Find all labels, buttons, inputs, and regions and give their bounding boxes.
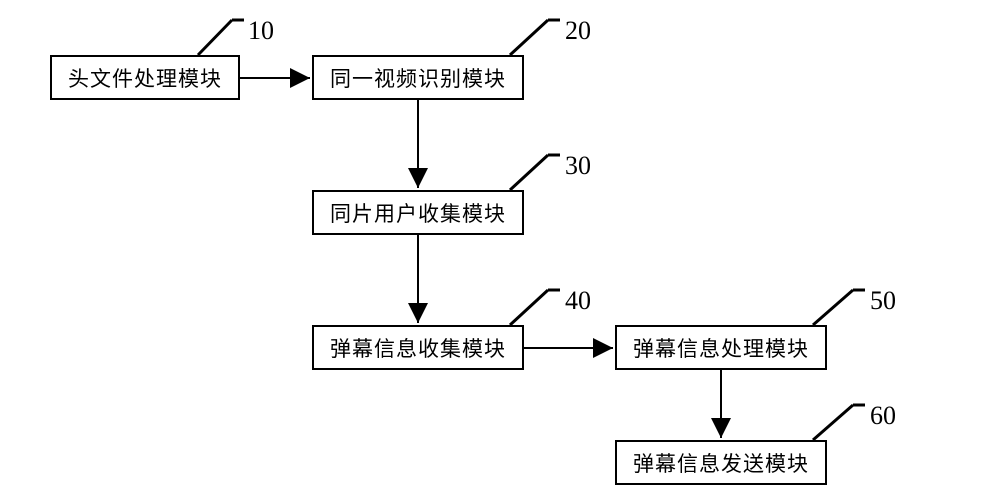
label-20: 20	[565, 16, 591, 46]
node-label: 弹幕信息处理模块	[633, 333, 809, 363]
node-header-file-processing: 头文件处理模块	[50, 55, 240, 100]
node-danmu-info-process: 弹幕信息处理模块	[615, 325, 827, 370]
label-50: 50	[870, 286, 896, 316]
label-40: 40	[565, 286, 591, 316]
node-same-film-user-collect: 同片用户收集模块	[312, 190, 524, 235]
node-label: 弹幕信息收集模块	[330, 333, 506, 363]
label-10: 10	[248, 16, 274, 46]
label-60: 60	[870, 401, 896, 431]
node-danmu-info-collect: 弹幕信息收集模块	[312, 325, 524, 370]
node-label: 同一视频识别模块	[330, 63, 506, 93]
node-danmu-info-send: 弹幕信息发送模块	[615, 440, 827, 485]
flowchart-canvas: 头文件处理模块 同一视频识别模块 同片用户收集模块 弹幕信息收集模块 弹幕信息处…	[0, 0, 1000, 503]
node-label: 同片用户收集模块	[330, 198, 506, 228]
label-30: 30	[565, 151, 591, 181]
node-label: 头文件处理模块	[68, 63, 222, 93]
node-same-video-identify: 同一视频识别模块	[312, 55, 524, 100]
node-label: 弹幕信息发送模块	[633, 448, 809, 478]
